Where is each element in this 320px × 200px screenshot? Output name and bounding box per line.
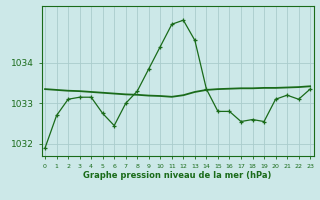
X-axis label: Graphe pression niveau de la mer (hPa): Graphe pression niveau de la mer (hPa)	[84, 171, 272, 180]
